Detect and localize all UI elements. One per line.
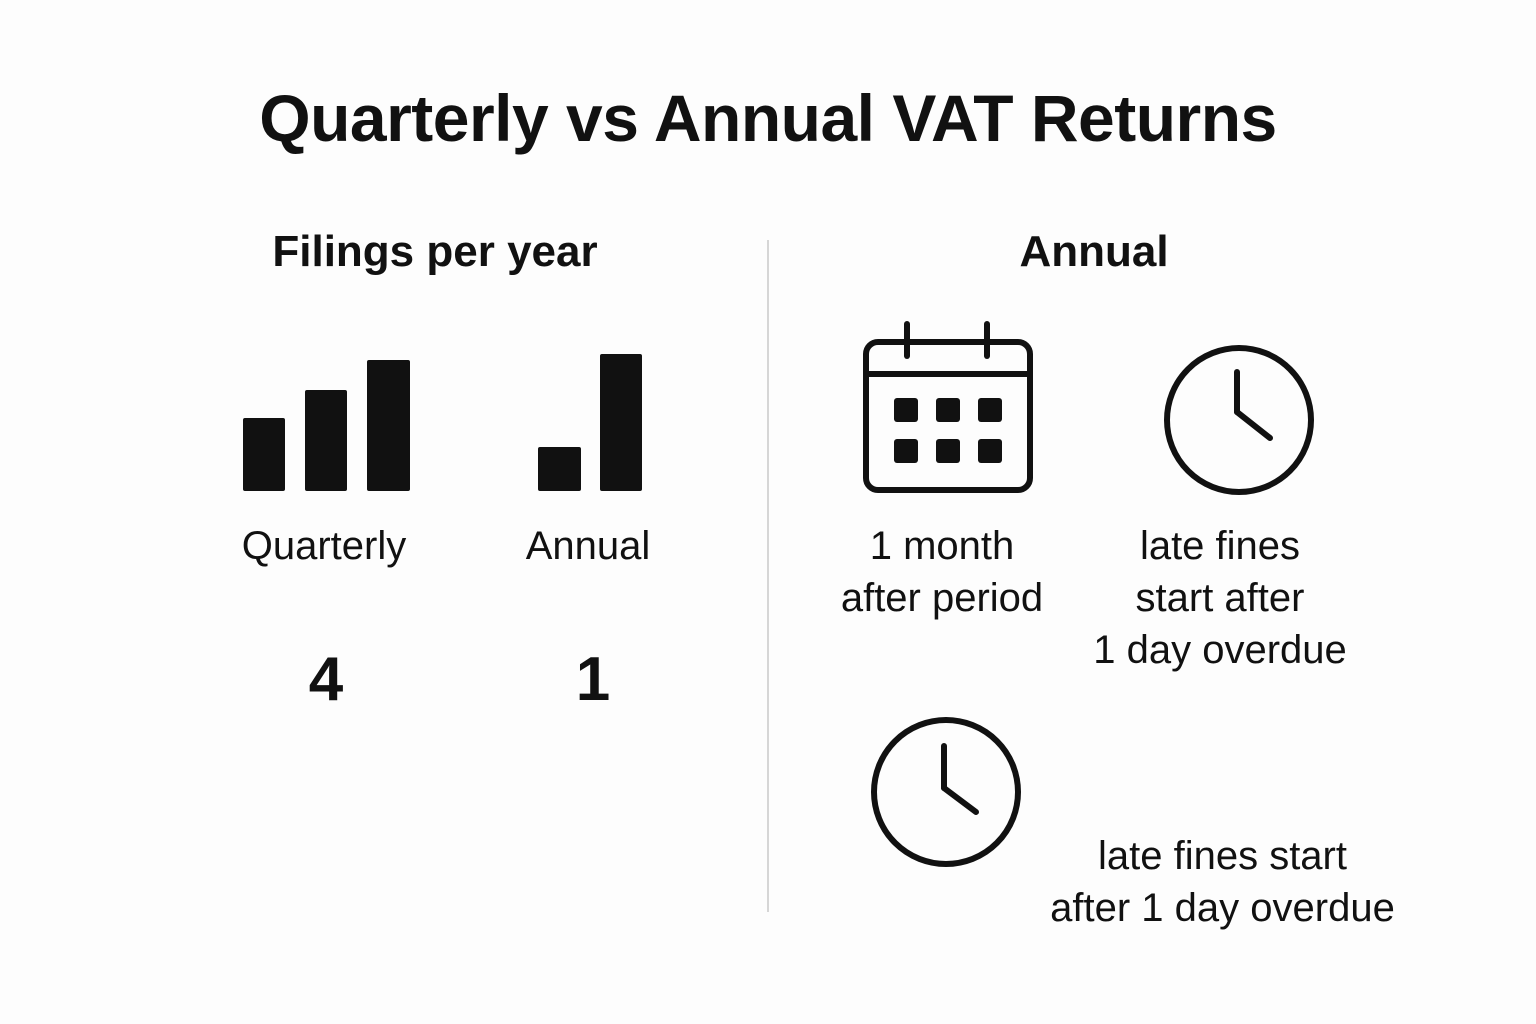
clock-caption-1: late fines start after 1 day overdue xyxy=(1093,524,1347,672)
quarterly-count: 4 xyxy=(308,645,344,714)
calendar-caption: 1 month after period xyxy=(840,524,1044,620)
annual-count: 1 xyxy=(575,645,611,714)
annual-label: Annual xyxy=(525,524,651,568)
quarterly-bar-3 xyxy=(367,360,410,491)
quarterly-bar-2 xyxy=(305,390,347,491)
clock-caption-2: late fines start after 1 day overdue xyxy=(1050,834,1395,930)
page-title: Quarterly vs Annual VAT Returns xyxy=(259,81,1277,155)
calendar-icon xyxy=(863,321,1033,493)
annual-bar-1 xyxy=(538,447,581,491)
clock-icon-2 xyxy=(871,717,1021,867)
section-divider xyxy=(767,240,769,912)
annual-bar-2 xyxy=(600,354,642,491)
quarterly-label: Quarterly xyxy=(241,524,407,568)
annual-heading: Annual xyxy=(1019,227,1169,276)
quarterly-bar-1 xyxy=(243,418,285,491)
filings-heading: Filings per year xyxy=(272,227,598,276)
clock-icon xyxy=(1164,345,1314,495)
